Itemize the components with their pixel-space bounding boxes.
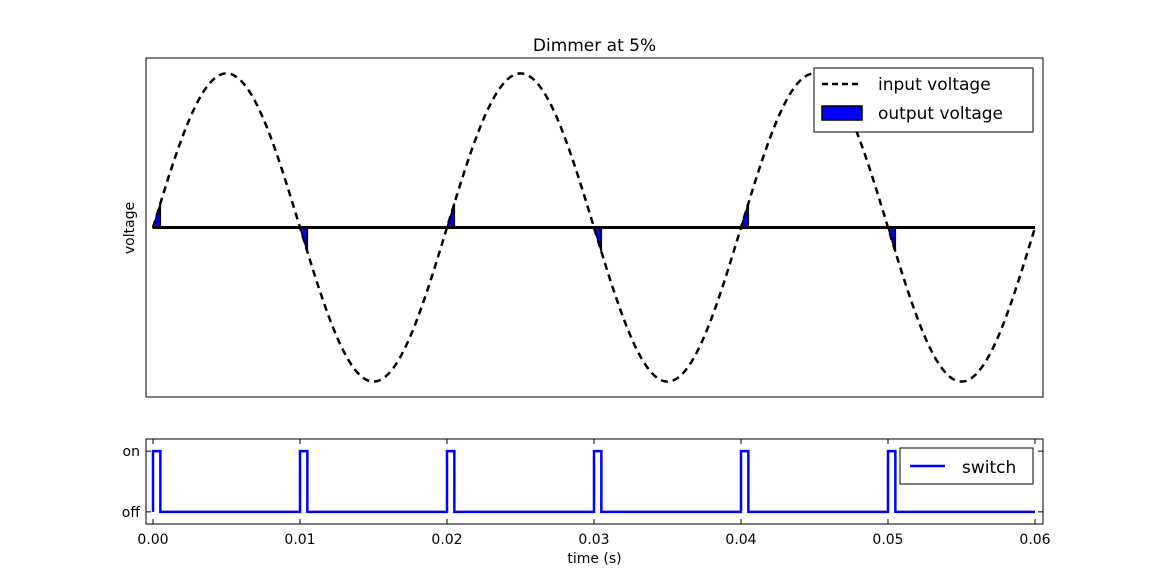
legend-label-input-voltage: input voltage	[878, 75, 991, 95]
switch-axis-ticks: 0.00 0.01 0.02 0.03 0.04 0.05 0.06 off on	[122, 439, 1051, 548]
legend-label-switch: switch	[962, 458, 1016, 478]
y-tick-label-off: off	[122, 505, 141, 521]
x-tick-label-0: 0.00	[137, 532, 168, 548]
x-tick-label-6: 0.06	[1019, 532, 1050, 548]
y-tick-label-on: on	[123, 444, 140, 460]
legend-swatch-output-voltage	[821, 105, 863, 121]
x-tick-label-3: 0.03	[578, 532, 609, 548]
x-tick-label-2: 0.02	[431, 532, 462, 548]
voltage-plot-area	[151, 72, 1037, 383]
x-axis-label-time: time (s)	[567, 551, 621, 567]
voltage-legend: input voltage output voltage	[813, 67, 1034, 133]
x-tick-label-1: 0.01	[284, 532, 315, 548]
input-voltage-line	[151, 72, 1037, 383]
switch-line	[151, 449, 1035, 514]
legend-label-output-voltage: output voltage	[878, 104, 1003, 124]
x-tick-label-5: 0.05	[872, 532, 903, 548]
switch-plot-area	[151, 449, 1035, 514]
chart-title: Dimmer at 5%	[533, 36, 656, 56]
x-tick-label-4: 0.04	[725, 532, 756, 548]
voltage-legend-box	[813, 67, 1034, 133]
switch-legend: switch	[899, 447, 1034, 485]
y-axis-label-voltage: voltage	[122, 202, 138, 254]
